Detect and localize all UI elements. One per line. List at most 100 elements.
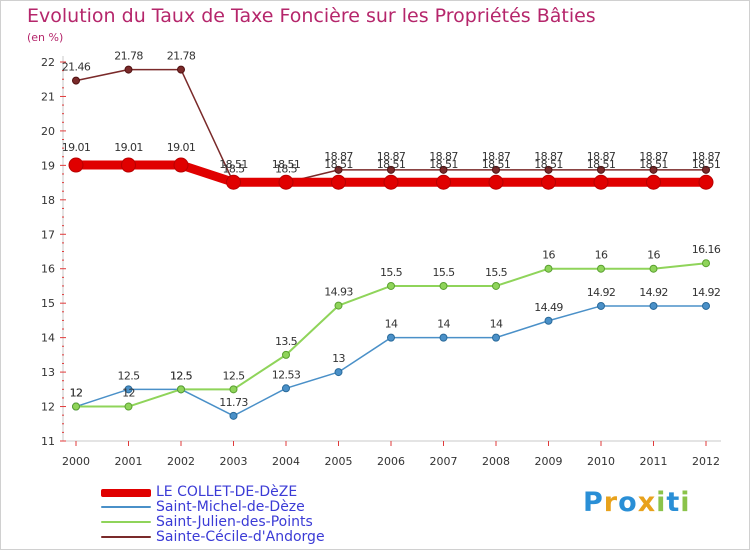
data-label: 19.01 — [62, 141, 91, 154]
data-label: 18.51 — [272, 158, 301, 171]
data-point — [331, 174, 346, 190]
data-point — [488, 174, 504, 190]
data-point — [541, 174, 556, 190]
data-point — [597, 301, 605, 310]
data-point — [121, 157, 136, 173]
x-tick-label: 2008 — [482, 455, 510, 468]
data-point — [383, 174, 399, 190]
data-point — [597, 264, 605, 273]
data-point — [698, 174, 714, 190]
data-label: 18.5 — [222, 163, 245, 176]
data-label: 18.51 — [587, 158, 616, 171]
data-point — [492, 333, 500, 342]
y-tick-label: 19 — [41, 159, 55, 172]
data-point — [436, 174, 451, 190]
data-label: 18.87 — [534, 150, 563, 163]
data-label: 12 — [122, 387, 135, 400]
legend-swatch — [101, 536, 151, 538]
data-label: 18.51 — [482, 158, 511, 171]
data-point — [124, 385, 133, 394]
legend-swatch — [101, 521, 151, 523]
data-label: 18.51 — [219, 158, 248, 171]
data-label: 14.92 — [587, 286, 616, 299]
data-point — [544, 316, 553, 325]
data-label: 12.5 — [170, 369, 193, 382]
data-point — [387, 165, 395, 174]
y-tick-label: 22 — [41, 56, 55, 69]
data-label: 18.87 — [429, 150, 458, 163]
data-label: 18.5 — [275, 163, 298, 176]
x-tick-label: 2007 — [430, 455, 458, 468]
data-label: 18.87 — [692, 150, 721, 163]
data-label: 15.5 — [432, 266, 455, 279]
legend-label: LE COLLET-DE-DèZE — [156, 484, 298, 500]
data-label: 18.51 — [692, 158, 721, 171]
data-point — [278, 174, 294, 190]
data-label: 12 — [70, 387, 83, 400]
legend-swatch — [101, 506, 151, 508]
data-point — [439, 281, 448, 290]
data-label: 16 — [595, 249, 608, 262]
legend-label: Saint-Julien-des-Points — [156, 514, 313, 530]
data-point — [597, 165, 605, 174]
data-label: 18.51 — [377, 158, 406, 171]
data-point — [702, 259, 710, 268]
data-point — [492, 165, 500, 174]
data-point — [387, 281, 395, 290]
data-point — [124, 402, 133, 411]
data-label: 12.53 — [272, 368, 301, 381]
data-label: 14 — [490, 318, 503, 331]
data-label: 18.51 — [429, 158, 458, 171]
data-point — [593, 174, 609, 190]
data-label: 15.5 — [485, 266, 508, 279]
data-label: 12 — [70, 387, 83, 400]
unit-label: (en %) — [27, 31, 64, 44]
data-point — [646, 174, 661, 190]
chart-title: Evolution du Taux de Taxe Foncière sur l… — [27, 5, 596, 27]
data-point — [439, 333, 448, 342]
y-tick-label: 12 — [41, 401, 55, 414]
data-label: 11.73 — [219, 396, 248, 409]
data-label: 18.51 — [534, 158, 563, 171]
y-tick-label: 14 — [41, 332, 55, 345]
data-point — [544, 264, 553, 273]
data-label: 19.01 — [167, 141, 196, 154]
data-label: 18.51 — [639, 158, 668, 171]
data-label: 18.87 — [482, 150, 511, 163]
y-tick-label: 11 — [41, 435, 55, 448]
data-point — [177, 385, 185, 394]
data-point — [387, 333, 395, 342]
data-label: 12.5 — [170, 369, 193, 382]
data-label: 12.5 — [117, 369, 140, 382]
data-label: 19.01 — [114, 141, 143, 154]
data-label: 18.87 — [587, 150, 616, 163]
legend-swatch — [101, 489, 151, 497]
data-label: 21.78 — [167, 50, 196, 63]
x-tick-label: 2010 — [587, 455, 615, 468]
data-label: 18.87 — [377, 150, 406, 163]
x-tick-label: 2012 — [692, 455, 720, 468]
data-point — [72, 76, 80, 85]
y-tick-label: 16 — [41, 263, 55, 276]
data-point — [492, 281, 500, 290]
data-label: 18.87 — [324, 150, 353, 163]
data-label: 16 — [647, 249, 660, 262]
data-label: 21.78 — [114, 50, 143, 63]
data-label: 13.5 — [275, 335, 298, 348]
data-label: 18.87 — [639, 150, 668, 163]
y-tick-label: 15 — [41, 297, 55, 310]
data-label: 14.92 — [692, 286, 721, 299]
data-point — [334, 165, 343, 174]
data-point — [282, 350, 290, 359]
x-tick-label: 2005 — [325, 455, 353, 468]
x-tick-label: 2009 — [535, 455, 563, 468]
data-point — [439, 165, 448, 174]
data-point — [649, 301, 658, 310]
data-point — [544, 165, 553, 174]
data-point — [334, 368, 343, 377]
x-tick-label: 2001 — [115, 455, 143, 468]
y-tick-label: 21 — [41, 90, 55, 103]
x-tick-label: 2000 — [62, 455, 90, 468]
data-point — [702, 301, 710, 310]
data-label: 16 — [542, 249, 555, 262]
